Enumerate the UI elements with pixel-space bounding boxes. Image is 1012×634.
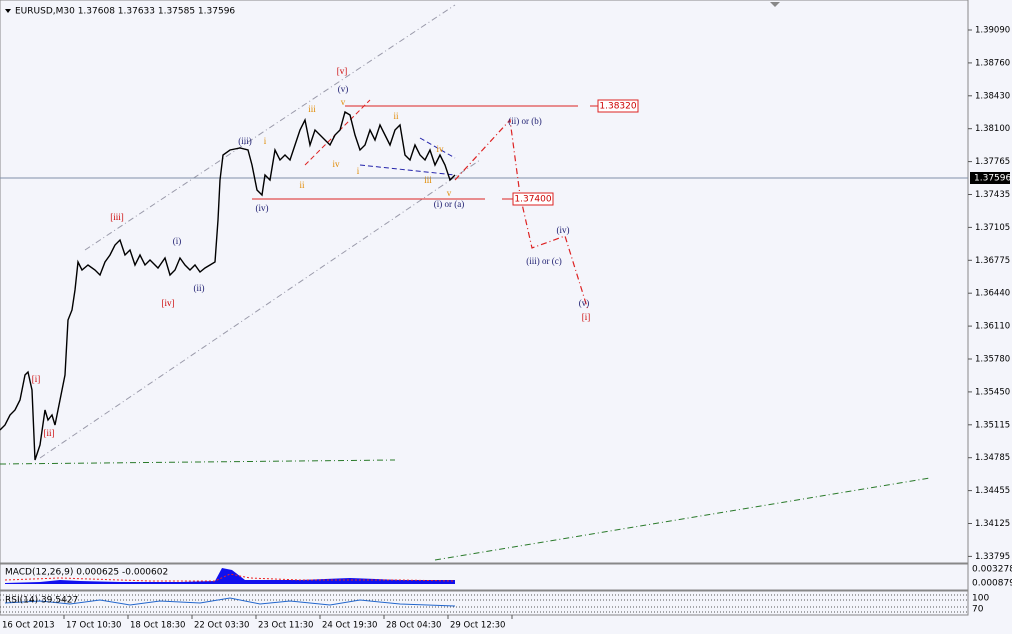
price-axis-label: 1.34455	[975, 486, 1010, 496]
macd-axis-label: 0.003278	[972, 565, 1012, 575]
projection	[454, 118, 589, 311]
wave-label: [i]	[32, 374, 41, 384]
wedge-line	[419, 137, 456, 159]
price-axis-label: 1.33795	[975, 552, 1010, 562]
time-axis-label: 22 Oct 03:30	[194, 621, 249, 631]
symbol-header: EURUSD,M30 1.37608 1.37633 1.37585 1.375…	[15, 7, 235, 17]
price-axis-label: 1.36440	[975, 289, 1010, 299]
scroll-marker	[770, 2, 780, 7]
wave-label: ii	[299, 180, 305, 190]
level-label: 1.38320	[599, 102, 636, 112]
price-axis-label: 1.37765	[975, 157, 1010, 167]
wave-label: v	[341, 97, 346, 107]
time-axis-label: 16 Oct 2013	[2, 621, 55, 631]
price-axis-label: 1.36775	[975, 256, 1010, 266]
wave-label: (ii) or (b)	[508, 116, 542, 126]
price-axis-label: 1.37435	[975, 190, 1010, 200]
price-line	[0, 110, 456, 461]
wave-label: (i) or (a)	[434, 199, 464, 209]
price-axis-label: 1.34125	[975, 519, 1010, 529]
level-box	[512, 192, 554, 206]
price-axis-label: 1.39090	[975, 26, 1010, 36]
wave-label: [i]	[582, 312, 591, 322]
wave-label: [v]	[337, 66, 348, 76]
time-axis-label: 28 Oct 04:30	[386, 621, 441, 631]
wave-label: [iii]	[110, 212, 124, 222]
level-label: 1.37400	[514, 195, 551, 205]
macd-histogram	[4, 568, 456, 584]
wedge-line	[304, 99, 371, 166]
channel-upper	[84, 4, 456, 251]
support-line	[434, 477, 931, 561]
price-axis-label: 1.38430	[975, 91, 1010, 101]
price-axis-label: 1.38100	[975, 124, 1010, 134]
wave-label: i	[357, 166, 360, 176]
rsi-panel	[0, 590, 969, 616]
price-axis-label: 1.35115	[975, 420, 1010, 430]
macd-bars	[5, 568, 455, 584]
price-axis-label: 1.38760	[975, 58, 1010, 68]
rsi-line	[4, 597, 456, 607]
menu-arrow[interactable]	[5, 9, 11, 13]
wave-label: [iv]	[162, 298, 175, 308]
support-line	[0, 459, 396, 465]
wave-label: v	[447, 188, 452, 198]
wave-label: (iii) or (c)	[526, 256, 561, 266]
macd-panel	[0, 563, 969, 591]
price-axis-label: 1.37105	[975, 223, 1010, 233]
time-axis-label: 23 Oct 11:30	[258, 621, 313, 631]
time-axis-label: 18 Oct 18:30	[130, 621, 185, 631]
channel-lower	[39, 159, 481, 459]
wave-label: (iv)	[256, 203, 269, 213]
price-axis-label: 1.36110	[975, 322, 1010, 332]
price-axis-label: 1.35780	[975, 355, 1010, 365]
rsi-axis-label: 70	[972, 605, 984, 615]
wave-label: (v)	[579, 298, 590, 308]
wave-label: [ii]	[44, 428, 55, 438]
wave-label: (iv)	[557, 225, 570, 235]
wave-label: (v)	[338, 84, 349, 94]
level-box	[597, 99, 639, 113]
macd-signal	[4, 573, 456, 582]
wave-label: (i)	[173, 236, 182, 246]
wave-label: iv	[332, 159, 340, 169]
macd-axis-label: 0.000879	[972, 579, 1012, 589]
rsi-axis-label: 100	[972, 594, 989, 604]
wave-label: (ii)	[194, 283, 205, 293]
time-axis-label: 17 Oct 10:30	[66, 621, 121, 631]
wave-label: i	[264, 136, 267, 146]
time-axis-label: 24 Oct 19:30	[322, 621, 377, 631]
price-axis-label: 1.35450	[975, 387, 1010, 397]
current-price: 1.37596	[974, 174, 1011, 184]
wave-label: iii	[424, 175, 432, 185]
wave-label: (iii)	[238, 136, 252, 146]
wave-label: iv	[436, 144, 444, 154]
macd-label: MACD(12,26,9) 0.000625 -0.000602	[5, 568, 168, 578]
time-axis-label: 29 Oct 12:30	[450, 621, 505, 631]
rsi-label: RSI(14) 39.5427	[5, 596, 78, 606]
current-price-box	[970, 172, 1010, 184]
price-panel	[0, 0, 969, 564]
wave-label: ii	[393, 111, 399, 121]
wave-label: iii	[308, 104, 316, 114]
price-axis-label: 1.34785	[975, 453, 1010, 463]
